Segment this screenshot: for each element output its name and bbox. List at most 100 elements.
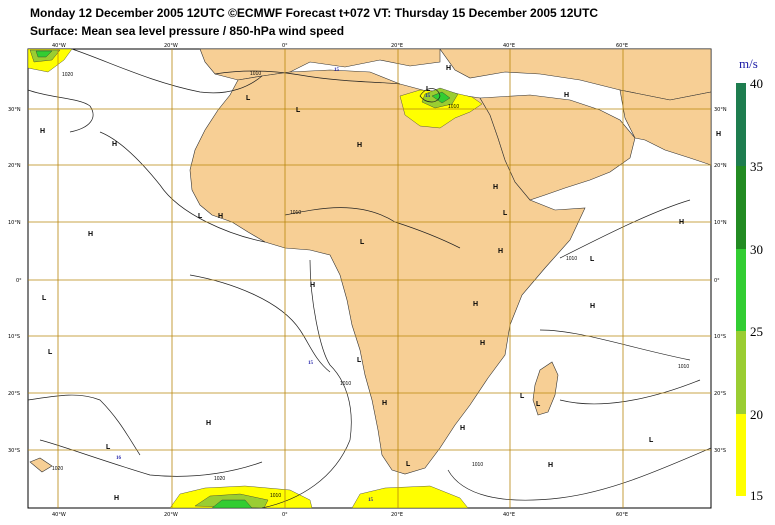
- pressure-center: L: [42, 295, 47, 302]
- pressure-center: H: [112, 141, 117, 148]
- legend-level: 15: [750, 488, 763, 503]
- pressure-center: L: [198, 213, 203, 220]
- lon-label-bottom: 0°: [282, 512, 288, 518]
- pressure-center: H: [114, 495, 119, 502]
- wind-speed-label: 16: [116, 456, 122, 461]
- pressure-center: H: [473, 301, 478, 308]
- legend-level: 20: [750, 407, 763, 422]
- legend-level: 25: [750, 324, 763, 339]
- isobar-1010-north: [214, 70, 401, 85]
- graticule: [28, 49, 711, 508]
- wind-speed-label: 15: [368, 498, 374, 503]
- land-madagascar: [532, 361, 559, 416]
- wind-zone-south-2: [351, 485, 469, 509]
- pressure-center: L: [296, 107, 301, 114]
- lat-label-right: 10°S: [714, 334, 726, 340]
- lon-label-top: 40°W: [52, 43, 66, 49]
- lon-label-top: 20°E: [391, 43, 403, 49]
- wind-speed-label: 15: [334, 68, 340, 73]
- wind-zone-med-core2: [431, 91, 451, 104]
- lon-label-bottom: 40°W: [52, 512, 66, 518]
- wind-speed-label: 15: [425, 94, 431, 99]
- pressure-center: H: [446, 65, 451, 72]
- pressure-center: L: [360, 239, 365, 246]
- isobar-1010-south: [261, 259, 352, 509]
- lat-label-right: 30°S: [714, 448, 726, 454]
- legend-level: 35: [750, 159, 763, 174]
- wind-zone-south-1-core2: [211, 499, 253, 509]
- pressure-center: L: [520, 393, 525, 400]
- pressure-center: L: [246, 95, 251, 102]
- pressure-center: H: [590, 303, 595, 310]
- pressure-center: H: [548, 462, 553, 469]
- isobar-label: 1010: [340, 381, 351, 387]
- legend-band-35-40: [736, 83, 746, 166]
- isobar-label: 1020: [52, 466, 63, 472]
- isobar-label: 1010: [290, 210, 301, 216]
- lat-label-right: 20°N: [714, 163, 727, 169]
- legend-band-25-30: [736, 249, 746, 331]
- isobar-label: 1020: [62, 72, 73, 78]
- pressure-center: L: [536, 401, 541, 408]
- isobar-1010-se: [539, 329, 691, 361]
- pressure-center: H: [40, 128, 45, 135]
- lat-label-right: 20°S: [714, 391, 726, 397]
- isobar-label: 1020: [214, 476, 225, 482]
- lon-label-top: 40°E: [503, 43, 515, 49]
- map-title: Monday 12 December 2005 12UTC ©ECMWF For…: [30, 6, 599, 20]
- legend-unit: m/s: [739, 56, 758, 71]
- isobar-label: 1010: [448, 104, 459, 110]
- pressure-center: H: [218, 213, 223, 220]
- wind-speed-labels: 15 16 15 15 15: [116, 68, 431, 503]
- pressure-center: L: [426, 86, 431, 93]
- lat-label-right: 10°N: [714, 220, 727, 226]
- pressure-center: L: [106, 444, 111, 451]
- isobar-1010-sa: [447, 447, 712, 501]
- isobar-1020-north: [71, 48, 263, 94]
- isobar-label: 1010: [270, 493, 281, 499]
- pressure-center: L: [649, 437, 654, 444]
- lon-label-bottom: 20°E: [391, 512, 403, 518]
- pressure-center: H: [460, 425, 465, 432]
- land-island-sw: [29, 457, 53, 473]
- longitude-labels: 40°W 20°W 0° 20°E 40°E 60°E 40°W 20°W 0°…: [52, 43, 628, 518]
- pressure-center: L: [590, 256, 595, 263]
- pressure-center: H: [88, 231, 93, 238]
- lat-label-left: 10°N: [8, 220, 21, 226]
- pressure-center: H: [679, 219, 684, 226]
- pressure-center: H: [382, 400, 387, 407]
- lat-label-left: 30°S: [8, 448, 20, 454]
- legend-band-15-20: [736, 414, 746, 496]
- isobar-1010-west: [99, 131, 266, 243]
- wind-speed-label: 15: [308, 361, 314, 366]
- isobar-1020-west: [27, 89, 94, 133]
- pressure-center: L: [406, 461, 411, 468]
- pressure-center: L: [503, 210, 508, 217]
- lat-label-left: 0°: [16, 278, 22, 284]
- pressure-center: H: [498, 248, 503, 255]
- pressure-center: L: [48, 349, 53, 356]
- wind-speed-legend: 40 35 30 25 20 15: [736, 76, 763, 503]
- isobar-label: 1010: [678, 364, 689, 370]
- lon-label-top: 60°E: [616, 43, 628, 49]
- pressure-center: H: [716, 131, 721, 138]
- pressure-center: H: [206, 420, 211, 427]
- lat-label-left: 20°S: [8, 391, 20, 397]
- isobar-label: 1010: [566, 256, 577, 262]
- lat-label-right: 30°N: [714, 107, 727, 113]
- lon-label-bottom: 40°E: [503, 512, 515, 518]
- lon-label-top: 20°W: [164, 43, 178, 49]
- legend-level: 30: [750, 242, 763, 257]
- pressure-center: L: [357, 357, 362, 364]
- legend-level: 40: [750, 76, 763, 91]
- isobar-label: 1010: [250, 71, 261, 77]
- latitude-labels: 30°N 20°N 10°N 0° 10°S 20°S 30°S 30°N 20…: [8, 107, 727, 454]
- legend-band-30-35: [736, 166, 746, 249]
- isobar-1010-indian: [559, 379, 701, 405]
- pressure-center: H: [564, 92, 569, 99]
- isobar-mid-1: [189, 274, 331, 373]
- wind-zone-nw-core2: [35, 50, 53, 58]
- map-subtitle: Surface: Mean sea level pressure / 850-h…: [30, 24, 345, 38]
- isobar-1020-sw2: [27, 394, 141, 456]
- isobar-1010-east: [559, 199, 691, 259]
